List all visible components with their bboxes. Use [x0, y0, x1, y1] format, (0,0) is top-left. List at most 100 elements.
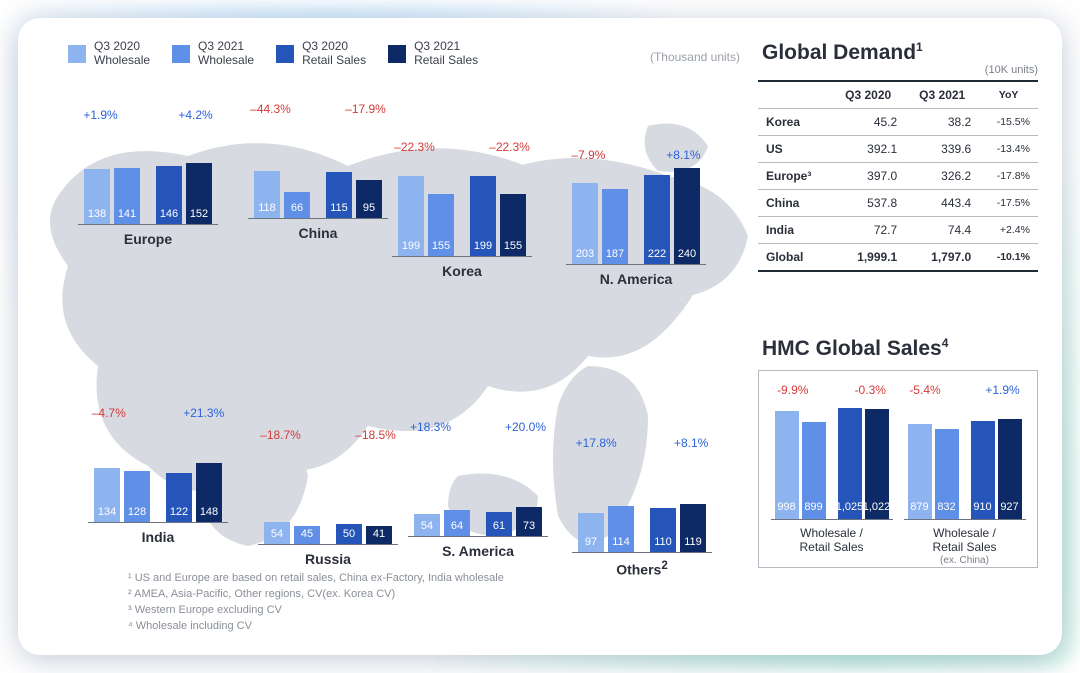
bar: 1,025 [838, 408, 862, 519]
bar-value: 54 [271, 528, 283, 544]
gd-cell: 1,999.1 [831, 244, 905, 272]
bar: 61 [486, 512, 512, 536]
region-pct: –17.9% [345, 102, 386, 116]
region-bars: 54646173 [408, 436, 548, 537]
bar: 899 [802, 422, 826, 519]
hmc-bars: 879832910927 [904, 401, 1026, 520]
legend-item: Q3 2020Wholesale [68, 40, 150, 68]
bar: 115 [326, 172, 352, 218]
bar: 155 [500, 194, 526, 256]
bar: 240 [674, 168, 700, 264]
region-cluster: –18.7%–18.5%54455041Russia [248, 428, 408, 567]
footnotes: ¹ US and Europe are based on retail sale… [128, 571, 688, 635]
bar: 998 [775, 411, 799, 519]
bar: 119 [680, 504, 706, 552]
global-demand-title: Global Demand1 [762, 40, 923, 65]
bar-value: 141 [118, 208, 136, 224]
bar: 114 [608, 506, 634, 552]
bar: 155 [428, 194, 454, 256]
region-bars: 1186611595 [248, 118, 388, 219]
hmc-pct-row: -5.4% +1.9% [898, 383, 1031, 397]
region-bars: 203 187 222 240 [566, 164, 706, 265]
hmc-pct: -5.4% [909, 383, 940, 397]
bar-value: 115 [330, 202, 348, 218]
bar: 41 [366, 526, 392, 544]
region-bars: 54455041 [258, 444, 398, 545]
bar: 128 [124, 471, 150, 522]
bar-value: 128 [128, 506, 146, 522]
region-name: Europe [68, 231, 228, 247]
region-pct: –18.7% [260, 428, 301, 442]
gd-cell: +2.4% [979, 217, 1038, 244]
bar: 95 [356, 180, 382, 218]
hmc-cluster: -5.4%+1.9%879832910927Wholesale /Retail … [898, 379, 1031, 567]
gd-col-header [758, 81, 831, 109]
bar: 203 [572, 183, 598, 264]
table-row: Europe³397.0326.2-17.8% [758, 163, 1038, 190]
region-name: S. America [398, 543, 558, 559]
hmc-pct: +1.9% [985, 383, 1019, 397]
gd-cell: 45.2 [831, 109, 905, 136]
bar-value: 148 [200, 506, 218, 522]
hmc-title-text: HMC Global Sales [762, 337, 942, 360]
region-bars: 199 155 199 155 [392, 156, 532, 257]
gd-cell: -17.5% [979, 190, 1038, 217]
bar-value: 832 [937, 501, 955, 519]
bar-value: 64 [451, 520, 463, 536]
region-pct: +18.3% [410, 420, 451, 434]
region-cluster: +17.8%+8.1%97114110119Others2 [562, 436, 722, 578]
bar-value: 199 [402, 240, 420, 256]
bar: 110 [650, 508, 676, 552]
bar: 122 [166, 473, 192, 522]
bar: 199 [398, 176, 424, 256]
hmc-pct-row: -9.9%-0.3% [765, 383, 898, 397]
region-pct-row: –22.3%–22.3% [382, 140, 542, 154]
gd-row-head: India [758, 217, 831, 244]
map-and-region-charts: Q3 2020Wholesale Q3 2021Wholesale Q3 2020R… [18, 18, 758, 655]
gd-col-header: Q3 2020 [831, 81, 905, 109]
gd-row-head: Global [758, 244, 831, 272]
bar-value: 95 [363, 202, 375, 218]
footnote: ⁴ Wholesale including CV [128, 619, 688, 635]
global-demand-table: Q3 2020Q3 2021YoYKorea45.238.2-15.5%US39… [758, 80, 1038, 272]
table-row: US392.1339.6-13.4% [758, 136, 1038, 163]
bar: 152 [186, 163, 212, 224]
gd-cell: 38.2 [905, 109, 979, 136]
gd-cell: 74.4 [905, 217, 979, 244]
region-pct-row: +17.8%+8.1% [562, 436, 722, 450]
bar-value: 199 [474, 240, 492, 256]
bar: 187 [602, 189, 628, 264]
gd-title-text: Global Demand [762, 41, 916, 64]
region-cluster: –44.3%–17.9%1186611595China [238, 102, 398, 241]
legend-item: Q3 2021Wholesale [172, 40, 254, 68]
region-pct-row: –7.9%+8.1% [556, 148, 716, 162]
bar: 134 [94, 468, 120, 522]
region-pct: –44.3% [250, 102, 291, 116]
bar: 54 [414, 514, 440, 536]
bar-value: 119 [684, 536, 702, 552]
bar-value: 155 [504, 240, 522, 256]
hmc-title: HMC Global Sales4 [762, 336, 948, 361]
region-cluster: –22.3%–22.3% 199 155 199 155 Korea [382, 140, 542, 279]
legend-label: Q3 2020Retail Sales [302, 40, 366, 68]
region-pct: –22.3% [489, 140, 530, 154]
hmc-cluster: -9.9%-0.3%9988991,0251,022Wholesale /Ret… [765, 379, 898, 555]
region-bars: 134 128 122 148 [88, 422, 228, 523]
bar: 832 [935, 429, 959, 519]
bar-value: 879 [910, 501, 928, 519]
bar-value: 203 [576, 248, 594, 264]
bar-value: 240 [678, 248, 696, 264]
bar-value: 50 [343, 528, 355, 544]
footnote: ³ Western Europe excluding CV [128, 603, 688, 619]
bar-value: 998 [777, 501, 795, 519]
region-name: Korea [382, 263, 542, 279]
bar-value: 66 [291, 202, 303, 218]
bar: 66 [284, 192, 310, 218]
gd-cell: -15.5% [979, 109, 1038, 136]
bar-value: 222 [648, 248, 666, 264]
bar-value: 1,022 [863, 501, 891, 519]
bar-value: 134 [98, 506, 116, 522]
region-cluster: +18.3%+20.0%54646173S. America [398, 420, 558, 559]
hmc-caption: Wholesale /Retail Sales(ex. China) [898, 526, 1031, 567]
gd-cell: -10.1% [979, 244, 1038, 272]
